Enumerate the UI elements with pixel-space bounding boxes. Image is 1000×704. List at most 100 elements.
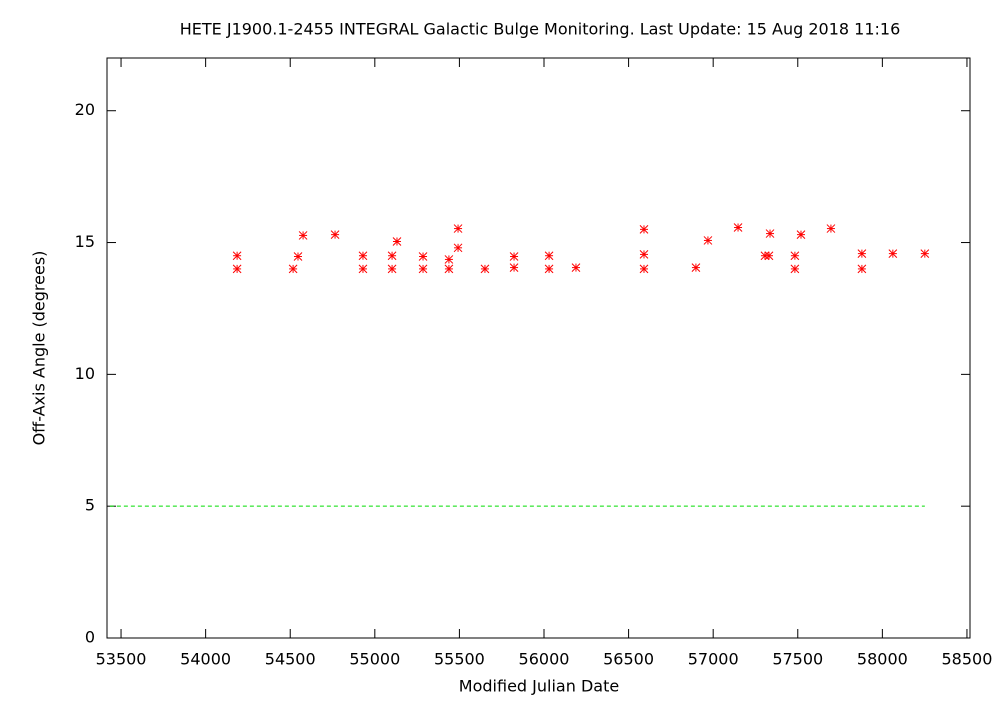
data-point <box>764 251 774 261</box>
marker-stroke <box>790 251 800 261</box>
x-tick-label: 57000 <box>688 650 739 669</box>
marker-stroke <box>330 230 340 239</box>
marker-stroke <box>857 264 867 274</box>
marker-stroke <box>733 223 743 232</box>
x-tick-label: 55500 <box>434 650 485 669</box>
data-point <box>509 263 519 272</box>
marker-stroke <box>544 251 554 261</box>
marker-stroke <box>453 243 463 253</box>
data-point <box>288 264 298 274</box>
x-tick-label: 58000 <box>857 650 908 669</box>
marker-stroke <box>298 231 308 240</box>
data-point <box>509 252 519 261</box>
data-point <box>480 264 490 274</box>
data-point <box>760 251 770 261</box>
marker-stroke <box>544 264 554 274</box>
data-point <box>418 252 428 261</box>
marker-stroke <box>509 252 519 261</box>
data-point <box>691 263 701 272</box>
marker-stroke <box>703 236 713 245</box>
y-tick-label: 15 <box>75 232 95 251</box>
data-point <box>358 264 368 274</box>
data-point <box>330 230 340 239</box>
marker-stroke <box>857 249 867 258</box>
data-point <box>232 251 242 261</box>
marker-stroke <box>288 264 298 274</box>
marker-stroke <box>387 264 397 274</box>
plot-frame <box>106 57 971 639</box>
data-point <box>703 236 713 245</box>
marker-stroke <box>444 255 454 264</box>
y-axis-label: Off-Axis Angle (degrees) <box>30 251 49 446</box>
data-point <box>358 251 368 261</box>
data-point <box>826 224 836 233</box>
marker-stroke <box>760 251 770 261</box>
marker-stroke <box>358 264 368 274</box>
marker-stroke <box>453 224 463 233</box>
marker-stroke <box>293 252 303 261</box>
marker-stroke <box>790 264 800 274</box>
marker-stroke <box>571 263 581 272</box>
data-point <box>453 224 463 233</box>
data-point <box>790 251 800 261</box>
marker-stroke <box>418 252 428 261</box>
x-tick-label: 57500 <box>772 650 823 669</box>
marker-stroke <box>232 264 242 274</box>
marker-stroke <box>888 249 898 258</box>
marker-stroke <box>480 264 490 274</box>
x-tick-label: 53500 <box>96 650 147 669</box>
x-tick-label: 56500 <box>603 650 654 669</box>
y-tick-label: 0 <box>85 628 95 647</box>
data-point <box>453 243 463 253</box>
marker-stroke <box>639 250 649 259</box>
marker-stroke <box>387 251 397 261</box>
marker-stroke <box>418 264 428 274</box>
data-point <box>387 251 397 261</box>
marker-stroke <box>691 263 701 272</box>
marker-stroke <box>232 251 242 261</box>
data-point <box>293 252 303 261</box>
data-point <box>790 264 800 274</box>
data-point <box>544 264 554 274</box>
marker-stroke <box>639 264 649 274</box>
data-point <box>418 264 428 274</box>
marker-stroke <box>826 224 836 233</box>
marker-stroke <box>444 264 454 274</box>
data-point <box>544 251 554 261</box>
chart-title: HETE J1900.1-2455 INTEGRAL Galactic Bulg… <box>180 20 901 39</box>
marker-stroke <box>509 263 519 272</box>
data-point <box>733 223 743 232</box>
data-point <box>571 263 581 272</box>
data-point <box>796 230 806 239</box>
data-point <box>232 264 242 274</box>
marker-stroke <box>358 251 368 261</box>
data-point <box>392 237 402 246</box>
marker-stroke <box>765 229 775 238</box>
data-point <box>387 264 397 274</box>
data-point <box>298 231 308 240</box>
marker-stroke <box>796 230 806 239</box>
data-point <box>444 255 454 264</box>
data-point <box>857 249 867 258</box>
x-tick-label: 54000 <box>180 650 231 669</box>
data-point <box>639 225 649 234</box>
y-tick-label: 10 <box>75 364 95 383</box>
data-point <box>888 249 898 258</box>
y-tick-label: 20 <box>75 100 95 119</box>
marker-stroke <box>639 225 649 234</box>
data-point <box>639 250 649 259</box>
marker-stroke <box>392 237 402 246</box>
marker-stroke <box>764 251 774 261</box>
data-point <box>444 264 454 274</box>
x-tick-label: 56000 <box>519 650 570 669</box>
data-point <box>920 249 930 258</box>
x-axis-label: Modified Julian Date <box>459 677 619 696</box>
x-tick-label: 54500 <box>265 650 316 669</box>
x-tick-label: 58500 <box>942 650 993 669</box>
y-tick-label: 5 <box>85 496 95 515</box>
marker-stroke <box>920 249 930 258</box>
data-point <box>639 264 649 274</box>
x-tick-label: 55000 <box>349 650 400 669</box>
